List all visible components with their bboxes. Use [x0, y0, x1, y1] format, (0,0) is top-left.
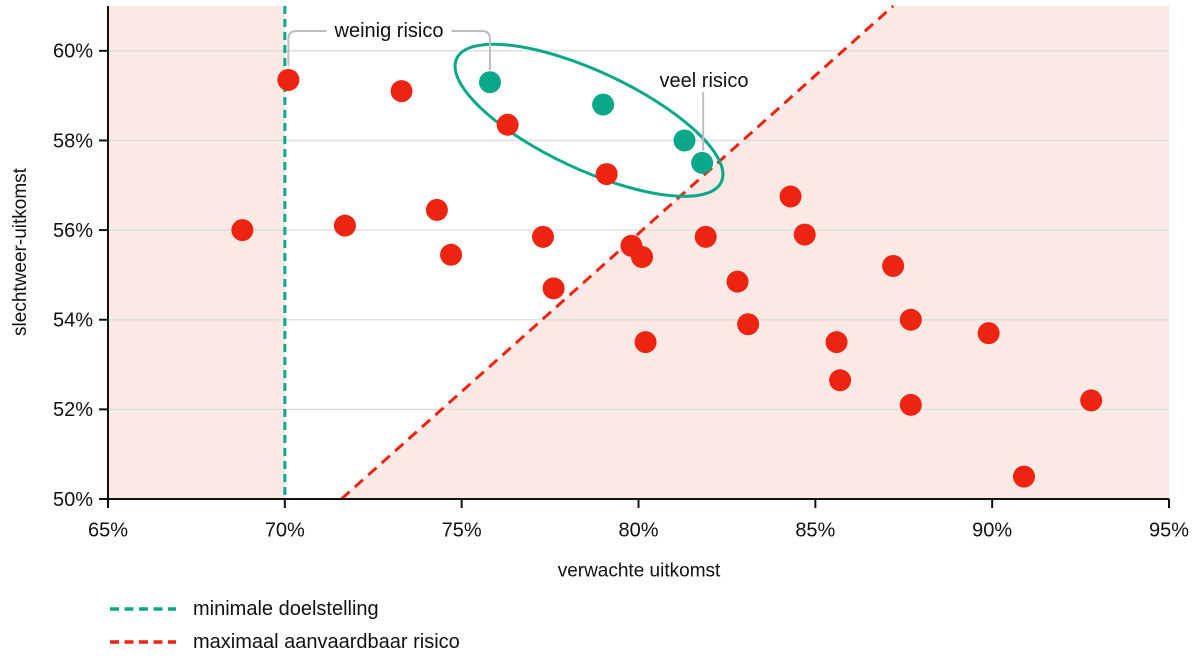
data-point-red	[425, 198, 448, 221]
data-point-red	[726, 270, 749, 293]
legend-item-maximaal-risico: maximaal aanvaardbaar risico	[108, 630, 460, 654]
x-tick-label: 80%	[618, 520, 658, 542]
x-tick-label: 90%	[972, 520, 1012, 542]
legend-label-minimale-doelstelling: minimale doelstelling	[193, 597, 379, 620]
y-tick-label: 56%	[53, 220, 93, 242]
x-tick-label: 95%	[1149, 520, 1189, 542]
data-point-red	[694, 225, 717, 248]
x-tick-label: 70%	[265, 520, 305, 542]
data-point-red	[532, 225, 555, 248]
shaded-region-left-of-target	[108, 6, 285, 499]
data-point-red	[595, 163, 618, 186]
data-point-red	[634, 331, 657, 354]
data-point-red	[496, 113, 519, 136]
data-point-red	[829, 369, 852, 392]
data-point-red	[1012, 465, 1035, 488]
shaded-region-excess-risk	[341, 6, 1169, 499]
legend-item-minimale-doelstelling: minimale doelstelling	[108, 597, 379, 621]
y-tick-label: 50%	[53, 489, 93, 511]
data-point-red	[440, 243, 463, 266]
legend-label-maximaal-risico: maximaal aanvaardbaar risico	[193, 630, 460, 653]
highlight-ellipse	[453, 42, 725, 198]
data-point-red	[390, 80, 413, 103]
y-tick-label: 54%	[53, 310, 93, 332]
data-point-red	[542, 277, 565, 300]
data-point-red	[333, 214, 356, 237]
data-point-red	[899, 393, 922, 416]
x-tick-label: 85%	[795, 520, 835, 542]
data-point-red	[1080, 389, 1103, 412]
data-point-teal	[478, 71, 501, 94]
data-point-teal	[673, 129, 696, 152]
data-point-red	[977, 322, 1000, 345]
y-axis-title: slechtweer-uitkomst	[10, 168, 31, 336]
data-point-red	[793, 223, 816, 246]
data-point-red	[737, 313, 760, 336]
data-point-teal	[592, 93, 615, 116]
annotation-weinig-risico: weinig risico	[326, 19, 452, 43]
legend-dash-red-icon	[110, 640, 176, 644]
data-point-teal	[691, 151, 714, 174]
x-tick-label: 75%	[442, 520, 482, 542]
x-axis-title: verwachte uitkomst	[557, 560, 721, 582]
x-tick-label: 65%	[88, 520, 128, 542]
y-tick-label: 58%	[53, 130, 93, 152]
data-point-red	[779, 185, 802, 208]
data-point-red	[631, 245, 654, 268]
y-tick-label: 52%	[53, 399, 93, 421]
legend-dash-teal-icon	[110, 607, 176, 611]
data-point-red	[825, 331, 848, 354]
data-point-red	[882, 254, 905, 277]
y-tick-label: 60%	[53, 41, 93, 63]
data-point-red	[277, 68, 300, 91]
maximaal-risico-line	[340, 4, 895, 501]
data-point-red	[231, 219, 254, 242]
data-point-red	[899, 308, 922, 331]
annotation-veel-risico: veel risico	[659, 70, 749, 92]
